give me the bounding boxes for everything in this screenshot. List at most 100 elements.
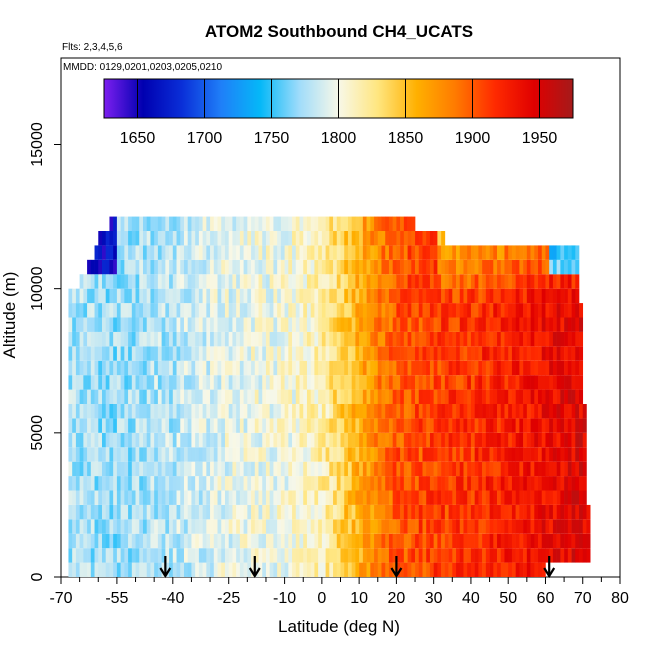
heatmap-cell (567, 461, 572, 477)
heatmap-cell (534, 504, 539, 520)
heatmap-cell (474, 346, 479, 361)
heatmap-cell (146, 231, 151, 246)
heatmap-cell (552, 519, 557, 534)
heatmap-cell (195, 476, 200, 491)
heatmap-cell (366, 317, 371, 332)
heatmap-cell (269, 360, 274, 376)
heatmap-cell (224, 259, 229, 275)
heatmap-cell (210, 245, 215, 260)
heatmap-cell (146, 375, 151, 390)
heatmap-cell (146, 360, 151, 376)
heatmap-cell (254, 331, 259, 347)
heatmap-cell (485, 504, 490, 520)
heatmap-cell (530, 447, 535, 462)
heatmap-cell (202, 231, 207, 246)
heatmap-cell (109, 231, 114, 246)
heatmap-cell (448, 404, 453, 419)
heatmap-cell (418, 360, 423, 376)
heatmap-cell (318, 245, 323, 260)
heatmap-cell (556, 245, 561, 260)
heatmap-cell (385, 331, 390, 347)
heatmap-cell (411, 461, 416, 477)
heatmap-cell (314, 375, 319, 390)
heatmap-cell (571, 504, 576, 520)
heatmap-cell (135, 346, 140, 361)
heatmap-cell (128, 288, 133, 304)
heatmap-cell (407, 317, 412, 332)
heatmap-cell (567, 317, 572, 332)
heatmap-cell (381, 533, 386, 549)
heatmap-cell (497, 288, 502, 304)
heatmap-cell (128, 231, 133, 246)
heatmap-cell (75, 519, 80, 534)
heatmap-cell (474, 389, 479, 404)
heatmap-cell (478, 447, 483, 462)
heatmap-cell (284, 375, 289, 390)
heatmap-cell (526, 519, 531, 534)
heatmap-cell (444, 331, 449, 347)
heatmap-cell (146, 548, 151, 563)
heatmap-cell (273, 317, 278, 332)
heatmap-cell (500, 519, 505, 534)
x-tick-label: 30 (425, 590, 443, 607)
heatmap-cell (150, 231, 155, 246)
heatmap-cell (131, 432, 136, 448)
heatmap-cell (448, 476, 453, 491)
heatmap-cell (273, 404, 278, 419)
heatmap-cell (251, 461, 256, 477)
heatmap-cell (269, 418, 274, 433)
heatmap-cell (243, 389, 248, 404)
heatmap-cell (187, 317, 192, 332)
heatmap-cell (388, 288, 393, 304)
heatmap-cell (463, 274, 468, 289)
heatmap-cell (485, 375, 490, 390)
heatmap-cell (538, 461, 543, 477)
heatmap-cell (567, 331, 572, 347)
heatmap-cell (388, 231, 393, 246)
heatmap-cell (157, 231, 162, 246)
heatmap-cell (407, 404, 412, 419)
heatmap-row (68, 389, 584, 404)
heatmap-cell (541, 360, 546, 376)
heatmap-cell (187, 404, 192, 419)
heatmap-cell (157, 375, 162, 390)
heatmap-cell (101, 504, 107, 520)
heatmap-cell (355, 461, 360, 477)
heatmap-cell (154, 548, 159, 563)
heatmap-cell (400, 216, 405, 231)
heatmap-cell (374, 447, 379, 462)
heatmap-cell (470, 476, 475, 491)
heatmap-cell (217, 259, 222, 275)
heatmap-cell (407, 418, 412, 433)
heatmap-cell (109, 548, 114, 563)
heatmap-cell (295, 288, 300, 304)
heatmap-cell (303, 389, 308, 404)
heatmap-cell (217, 404, 222, 419)
heatmap-cell (362, 533, 367, 549)
heatmap-cell (105, 231, 110, 246)
heatmap-cell (221, 331, 226, 347)
heatmap-cell (280, 375, 285, 390)
heatmap-cell (377, 447, 382, 462)
heatmap-cell (497, 404, 502, 419)
heatmap-cell (448, 461, 453, 477)
heatmap-cell (206, 288, 211, 304)
heatmap-cell (224, 432, 229, 448)
heatmap-cell (288, 404, 293, 419)
heatmap-cell (251, 317, 256, 332)
heatmap-cell (534, 360, 539, 376)
heatmap-cell (545, 360, 550, 376)
heatmap-cell (198, 432, 203, 448)
heatmap-cell (131, 317, 136, 332)
heatmap-cell (195, 274, 200, 289)
heatmap-cell (493, 418, 498, 433)
heatmap-cell (433, 418, 438, 433)
heatmap-cell (549, 288, 554, 304)
heatmap-cell (105, 432, 110, 448)
heatmap-cell (400, 389, 405, 404)
heatmap-cell (142, 303, 148, 318)
heatmap-cell (504, 317, 509, 332)
heatmap-cell (105, 404, 110, 419)
heatmap-cell (541, 418, 546, 433)
heatmap-cell (403, 519, 408, 534)
